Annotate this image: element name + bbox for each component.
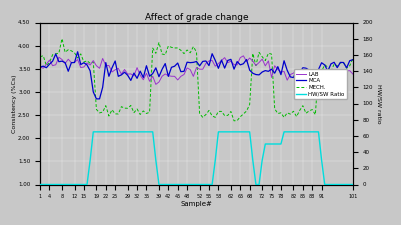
Line: MECH.: MECH. [40, 39, 353, 121]
HW/SW Ratio [119, 130, 124, 133]
MCA [188, 61, 192, 64]
MECH. [185, 49, 190, 51]
HW/SW Ratio [350, 183, 355, 186]
MCA [38, 66, 43, 68]
MECH. [263, 59, 268, 62]
LAB [229, 60, 233, 63]
MECH. [63, 51, 67, 54]
LAB [350, 73, 355, 75]
MCA [279, 73, 284, 76]
MECH. [119, 105, 124, 108]
MECH. [229, 110, 233, 113]
LAB [185, 67, 190, 69]
MECH. [232, 119, 237, 122]
MCA [122, 71, 127, 74]
MECH. [60, 37, 65, 40]
LAB [38, 66, 43, 68]
HW/SW Ratio [229, 130, 233, 133]
MCA [263, 69, 268, 72]
MCA [232, 68, 237, 70]
LAB [279, 71, 284, 73]
MCA [350, 58, 355, 61]
HW/SW Ratio [38, 183, 43, 186]
Y-axis label: HW/SW ratio: HW/SW ratio [377, 84, 381, 123]
X-axis label: Sample#: Sample# [180, 201, 213, 207]
LAB [263, 65, 268, 67]
MCA [60, 60, 65, 63]
MCA [75, 50, 80, 53]
LAB [241, 54, 246, 57]
Line: LAB: LAB [40, 56, 353, 84]
MECH. [279, 112, 284, 114]
Legend: LAB, MCA, MECH., HW/SW Ratio: LAB, MCA, MECH., HW/SW Ratio [294, 69, 347, 99]
HW/SW Ratio [185, 183, 190, 186]
LAB [154, 83, 158, 86]
Line: MCA: MCA [40, 52, 353, 99]
Title: Affect of grade change: Affect of grade change [145, 13, 248, 22]
HW/SW Ratio [91, 130, 96, 133]
MECH. [38, 56, 43, 58]
MECH. [350, 57, 355, 60]
HW/SW Ratio [60, 183, 65, 186]
MCA [94, 97, 99, 100]
HW/SW Ratio [275, 143, 280, 145]
HW/SW Ratio [260, 159, 265, 162]
LAB [60, 58, 65, 61]
LAB [116, 67, 121, 70]
Y-axis label: Consistency (%Cs): Consistency (%Cs) [12, 74, 17, 133]
Line: HW/SW Ratio: HW/SW Ratio [40, 132, 353, 184]
